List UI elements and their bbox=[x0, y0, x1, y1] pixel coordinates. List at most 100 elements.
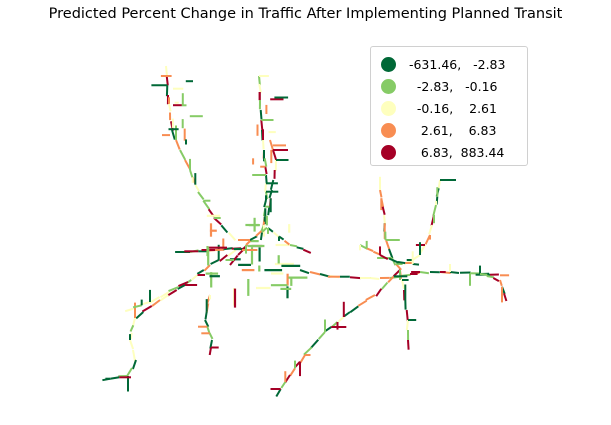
road-segment bbox=[381, 206, 386, 215]
road-segment bbox=[265, 174, 268, 184]
road-segment bbox=[191, 274, 199, 281]
road-segment bbox=[357, 299, 368, 307]
road-segment bbox=[210, 259, 220, 265]
road-segment bbox=[132, 349, 136, 362]
road-segment bbox=[110, 376, 120, 380]
road-segment bbox=[385, 239, 391, 250]
road-segment bbox=[263, 199, 267, 208]
road-segment bbox=[194, 184, 200, 192]
legend-label: 6.83, 883.44 bbox=[405, 145, 505, 160]
road-segment bbox=[369, 277, 380, 280]
road-segment bbox=[317, 331, 326, 340]
road-segment bbox=[204, 311, 208, 320]
legend-swatch bbox=[381, 57, 396, 72]
road-segment bbox=[437, 179, 441, 189]
road-segment bbox=[141, 305, 153, 313]
road-segment bbox=[258, 83, 262, 93]
road-segment bbox=[349, 305, 359, 314]
road-segment bbox=[407, 339, 410, 350]
road-segment bbox=[209, 339, 213, 349]
road-segment bbox=[337, 316, 345, 323]
road-segment bbox=[387, 275, 395, 283]
road-segment bbox=[405, 309, 409, 322]
legend-label: -631.46, -2.83 bbox=[405, 57, 506, 72]
road-segment bbox=[397, 261, 406, 265]
road-segment bbox=[486, 275, 494, 279]
road-segment bbox=[258, 75, 261, 86]
road-segment bbox=[302, 248, 312, 254]
road-segment bbox=[197, 191, 205, 201]
road-segment bbox=[381, 281, 389, 290]
road-segment bbox=[220, 224, 229, 234]
road-segment bbox=[388, 248, 394, 259]
road-segment bbox=[223, 247, 233, 251]
road-segment bbox=[178, 281, 189, 288]
road-segment bbox=[296, 246, 304, 250]
road-segment bbox=[272, 149, 278, 161]
road-segment bbox=[432, 204, 437, 217]
road-segment bbox=[479, 273, 488, 276]
road-segment bbox=[203, 264, 211, 272]
road-segment bbox=[208, 347, 212, 356]
road-segment bbox=[260, 119, 264, 132]
road-segment bbox=[401, 279, 405, 290]
road-segment bbox=[165, 65, 168, 76]
road-segment bbox=[227, 232, 237, 241]
road-segment bbox=[219, 254, 228, 262]
road-segment bbox=[226, 249, 237, 258]
legend-label: 2.61, 6.83 bbox=[405, 123, 497, 138]
road-segment bbox=[349, 276, 361, 280]
road-segment bbox=[310, 339, 320, 349]
road-segment bbox=[259, 232, 263, 241]
road-segment bbox=[343, 311, 351, 318]
map-title: Predicted Percent Change in Traffic Afte… bbox=[48, 6, 563, 22]
road-segment bbox=[177, 284, 186, 290]
road-segment bbox=[499, 279, 503, 287]
road-segment bbox=[159, 291, 170, 299]
road-segment bbox=[267, 206, 271, 216]
road-segment bbox=[179, 149, 187, 161]
road-segment bbox=[165, 75, 169, 86]
road-segment bbox=[213, 217, 222, 226]
road-segment bbox=[365, 294, 376, 301]
road-segment bbox=[135, 311, 144, 320]
road-segment bbox=[412, 263, 420, 266]
road-segment bbox=[168, 286, 179, 293]
road-segments bbox=[102, 65, 510, 398]
road-segment bbox=[264, 166, 268, 175]
road-segment bbox=[492, 277, 500, 282]
legend-entry-4: 2.61, 6.83 bbox=[371, 121, 527, 141]
road-segment bbox=[175, 139, 181, 150]
road-segment bbox=[129, 339, 135, 350]
road-segment bbox=[204, 319, 210, 328]
road-segment bbox=[283, 240, 291, 246]
road-segment bbox=[171, 129, 176, 140]
road-segment bbox=[262, 139, 265, 150]
road-segment bbox=[208, 332, 214, 340]
road-segment bbox=[503, 293, 508, 302]
road-segment bbox=[309, 271, 321, 276]
road-segment bbox=[261, 226, 268, 233]
road-segment bbox=[126, 367, 133, 377]
road-segment bbox=[263, 158, 268, 167]
road-segment bbox=[132, 304, 142, 309]
road-segment bbox=[124, 307, 134, 313]
road-segment bbox=[168, 103, 172, 112]
legend: -631.46, -2.83 -2.83, -0.16 -0.16, 2.61 … bbox=[370, 46, 528, 166]
road-segment bbox=[151, 299, 161, 307]
road-segment bbox=[280, 381, 287, 389]
road-segment bbox=[237, 249, 244, 256]
road-segment bbox=[411, 254, 421, 261]
road-segment bbox=[259, 109, 263, 120]
road-segment bbox=[289, 367, 296, 377]
road-segment bbox=[299, 354, 306, 364]
road-segment bbox=[379, 254, 389, 260]
road-segment bbox=[196, 269, 205, 275]
legend-swatch bbox=[381, 101, 396, 116]
road-segment bbox=[202, 200, 211, 210]
road-segment bbox=[264, 183, 267, 192]
road-segment bbox=[129, 324, 135, 332]
road-segment bbox=[303, 346, 313, 356]
legend-swatch bbox=[381, 123, 396, 138]
road-segment bbox=[375, 288, 383, 297]
